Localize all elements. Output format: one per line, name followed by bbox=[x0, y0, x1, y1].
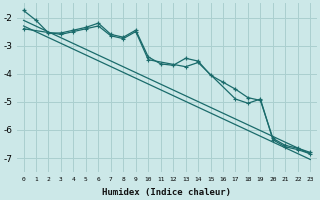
X-axis label: Humidex (Indice chaleur): Humidex (Indice chaleur) bbox=[102, 188, 231, 197]
